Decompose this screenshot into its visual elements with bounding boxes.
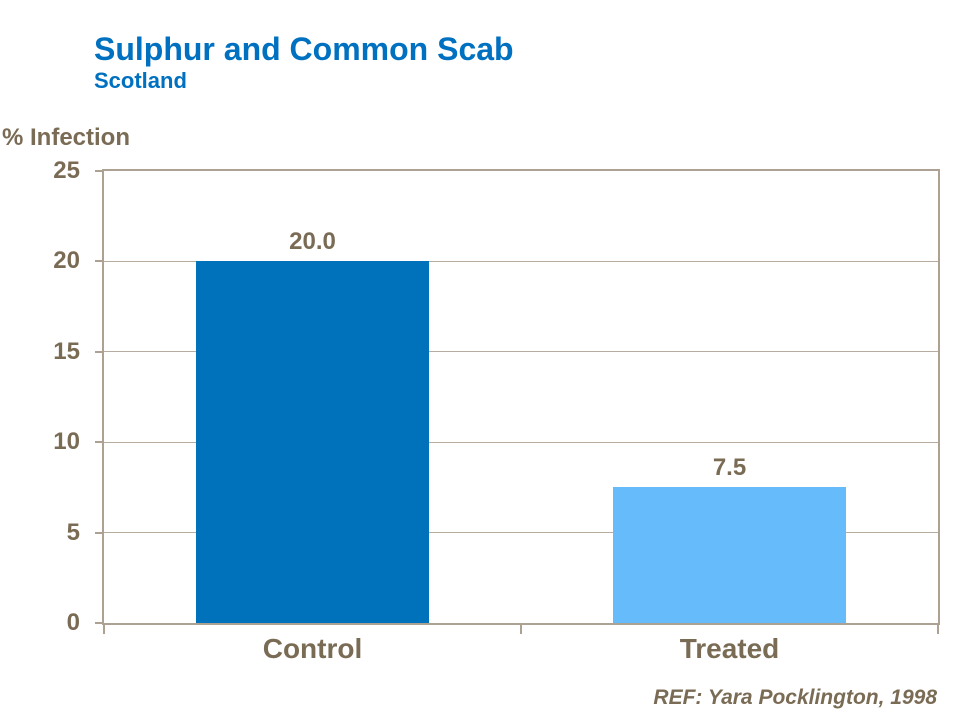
bar-control [196,261,429,623]
y-axis-tick-label: 0 [66,609,80,636]
gridline [104,351,938,353]
chart-subtitle: Scotland [94,68,187,93]
x-axis-tick-mark [937,625,939,634]
y-axis-tick-label: 25 [53,157,80,184]
gridline [104,441,938,443]
y-axis-tick-mark [95,622,103,624]
x-category-label-control: Control [262,633,363,664]
gridline [104,532,938,534]
y-axis-tick-mark [95,170,103,172]
y-axis-title: % Infection [2,124,131,151]
x-axis-tick-mark [520,625,522,634]
x-axis-tick-mark [103,625,105,634]
bar-value-label: 20.0 [289,228,336,256]
y-axis-tick-label: 15 [53,337,80,365]
y-axis-tick-mark [95,531,103,534]
y-axis-tick-label: 20 [53,247,80,275]
plot-area: 20.0 Control 7.5 Treated [95,169,940,664]
y-axis-tick-mark [95,350,103,353]
x-category-label-treated: Treated [679,633,780,664]
reference-note: REF: Yara Pocklington, 1998 [653,686,937,709]
y-axis-tick-mark [95,260,103,263]
y-axis-tick-label: 10 [53,428,80,456]
y-axis-tick-mark [95,441,103,444]
y-axis-tick-label: 5 [66,518,80,546]
bar-treated [613,487,846,623]
gridline [104,260,938,262]
bar-value-label: 7.5 [712,454,747,482]
chart-title: Sulphur and Common Scab [94,31,514,67]
